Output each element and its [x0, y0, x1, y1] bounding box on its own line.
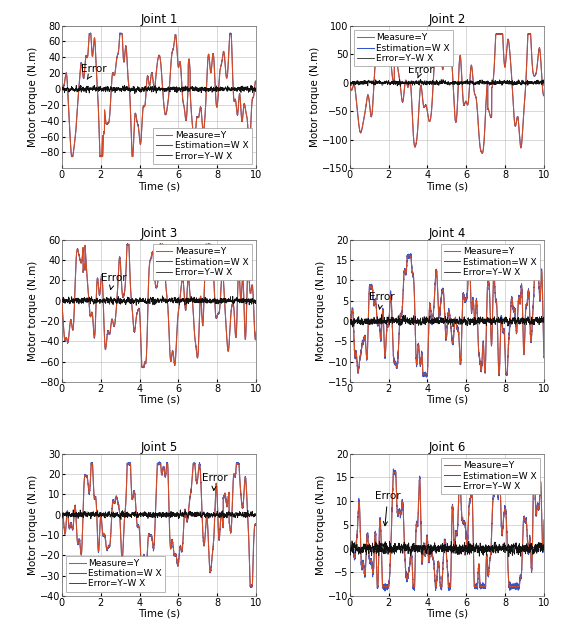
Y-axis label: Motor torque (N.m): Motor torque (N.m) [316, 261, 327, 361]
X-axis label: Time (s): Time (s) [138, 609, 180, 619]
Title: Joint 3: Joint 3 [140, 226, 178, 240]
Text: Error: Error [202, 473, 227, 490]
Title: Joint 6: Joint 6 [428, 440, 466, 454]
X-axis label: Time (s): Time (s) [138, 181, 180, 191]
Y-axis label: Motor torque (N.m): Motor torque (N.m) [29, 261, 39, 361]
Text: Error: Error [408, 65, 434, 78]
Legend: Measure=Y, Estimation=W X, Error=Y–W X: Measure=Y, Estimation=W X, Error=Y–W X [153, 244, 252, 280]
Text: Error: Error [369, 292, 395, 309]
Legend: Measure=Y, Estimation=W X, Error=Y–W X: Measure=Y, Estimation=W X, Error=Y–W X [441, 244, 540, 280]
Legend: Measure=Y, Estimation=W X, Error=Y–W X: Measure=Y, Estimation=W X, Error=Y–W X [153, 128, 252, 163]
X-axis label: Time (s): Time (s) [138, 395, 180, 405]
Legend: Measure=Y, Estimation=W X, Error=Y–W X: Measure=Y, Estimation=W X, Error=Y–W X [354, 30, 453, 66]
X-axis label: Time (s): Time (s) [426, 395, 468, 405]
Legend: Measure=Y, Estimation=W X, Error=Y–W X: Measure=Y, Estimation=W X, Error=Y–W X [441, 458, 540, 494]
Y-axis label: Motor torque (N.m): Motor torque (N.m) [316, 475, 327, 575]
Text: Error: Error [375, 491, 401, 526]
Title: Joint 2: Joint 2 [428, 13, 466, 26]
Title: Joint 5: Joint 5 [140, 440, 178, 454]
X-axis label: Time (s): Time (s) [426, 181, 468, 191]
Title: Joint 4: Joint 4 [428, 226, 466, 240]
Text: Error: Error [100, 273, 126, 290]
Legend: Measure=Y, Estimation=W X, Error=Y–W X: Measure=Y, Estimation=W X, Error=Y–W X [66, 556, 165, 592]
Y-axis label: Motor torque (N.m): Motor torque (N.m) [29, 475, 39, 575]
X-axis label: Time (s): Time (s) [426, 609, 468, 619]
Title: Joint 1: Joint 1 [140, 13, 178, 26]
Y-axis label: Motor torque (N.m): Motor torque (N.m) [310, 47, 320, 147]
Text: Error: Error [81, 64, 107, 79]
Y-axis label: Motor torque (N.m): Motor torque (N.m) [29, 47, 39, 147]
